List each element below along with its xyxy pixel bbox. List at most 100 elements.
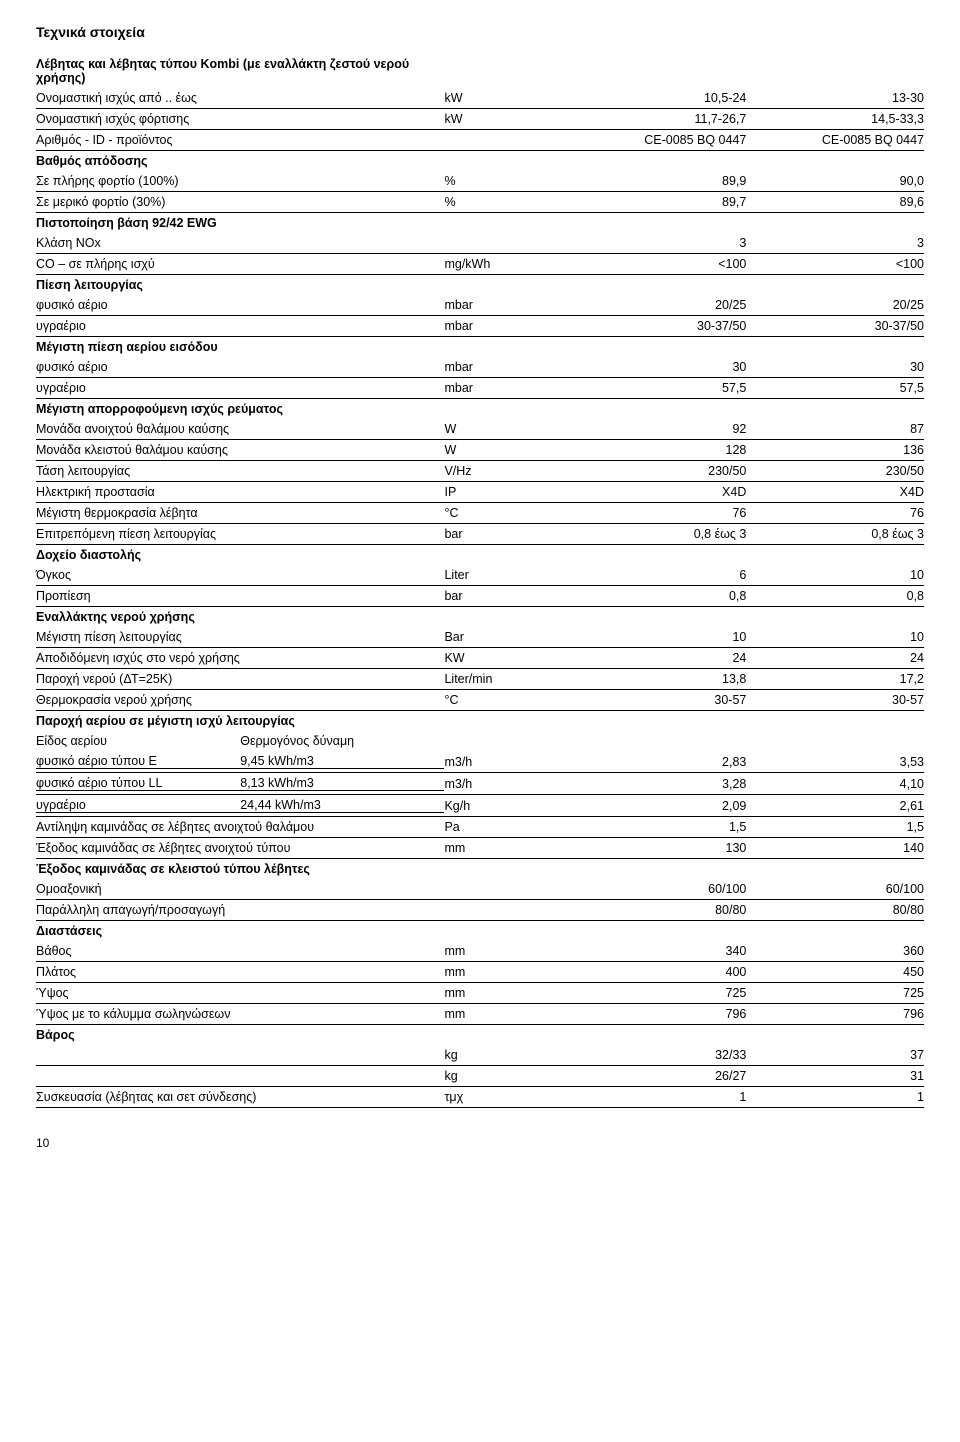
row-unit: mm — [444, 1004, 568, 1025]
row-value-1: 89,9 — [569, 171, 747, 192]
row-value-2 — [746, 275, 924, 296]
table-row: Πλάτοςmm400450 — [36, 962, 924, 983]
table-row: Σε πλήρης φορτίο (100%)%89,990,0 — [36, 171, 924, 192]
table-row: Εναλλάκτης νερού χρήσης — [36, 607, 924, 628]
row-unit: τμχ — [444, 1087, 568, 1108]
table-row: Τάση λειτουργίαςV/Hz230/50230/50 — [36, 461, 924, 482]
row-unit: kg — [444, 1066, 568, 1087]
row-value-1: 10,5-24 — [569, 88, 747, 109]
table-row: Μονάδα ανοιχτού θαλάμου καύσηςW9287 — [36, 419, 924, 440]
row-value-2 — [746, 607, 924, 628]
row-label-a: φυσικό αέριο τύπου E — [36, 754, 240, 769]
table-row: υγραέριοmbar30-37/5030-37/50 — [36, 316, 924, 337]
row-unit: V/Hz — [444, 461, 568, 482]
row-label: Τάση λειτουργίας — [36, 461, 444, 482]
table-row: Έξοδος καμινάδας σε λέβητες ανοιχτού τύπ… — [36, 838, 924, 859]
row-label: Μέγιστη πίεση λειτουργίας — [36, 627, 444, 648]
table-row: Θερμοκρασία νερού χρήσης°C30-5730-57 — [36, 690, 924, 711]
row-value-2: 1 — [746, 1087, 924, 1108]
row-unit — [444, 731, 568, 751]
row-label: Βαθμός απόδοσης — [36, 151, 444, 172]
row-value-1: 6 — [569, 565, 747, 586]
row-value-2: 87 — [746, 419, 924, 440]
row-unit: KW — [444, 648, 568, 669]
row-unit: kg — [444, 1045, 568, 1066]
row-value-1: 130 — [569, 838, 747, 859]
row-value-2: 796 — [746, 1004, 924, 1025]
row-unit — [444, 213, 568, 234]
row-label: Παράλληλη απαγωγή/προσαγωγή — [36, 900, 444, 921]
table-row: Βάθοςmm340360 — [36, 941, 924, 962]
row-value-2: 450 — [746, 962, 924, 983]
row-value-2 — [746, 859, 924, 880]
table-row: kg26/2731 — [36, 1066, 924, 1087]
row-value-2: 0,8 έως 3 — [746, 524, 924, 545]
table-row: Δοχείο διαστολής — [36, 545, 924, 566]
spec-table: Λέβητας και λέβητας τύπου Kombi (με εναλ… — [36, 54, 924, 1108]
row-label: Σε πλήρης φορτίο (100%) — [36, 171, 444, 192]
table-row: Συσκευασία (λέβητας και σετ σύνδεσης)τμχ… — [36, 1087, 924, 1108]
table-row: υγραέριοmbar57,557,5 — [36, 378, 924, 399]
row-value-1: 0,8 — [569, 586, 747, 607]
row-label: Βάθος — [36, 941, 444, 962]
row-unit — [444, 711, 568, 732]
row-unit — [444, 1025, 568, 1046]
table-row: Επιτρεπόμενη πίεση λειτουργίαςbar0,8 έως… — [36, 524, 924, 545]
row-unit: % — [444, 171, 568, 192]
row-value-2 — [746, 213, 924, 234]
table-row: kg32/3337 — [36, 1045, 924, 1066]
row-value-2: X4D — [746, 482, 924, 503]
row-value-2 — [746, 731, 924, 751]
table-row: Ύψος με το κάλυμμα σωληνώσεωνmm796796 — [36, 1004, 924, 1025]
row-value-1: 57,5 — [569, 378, 747, 399]
table-row: Λέβητας και λέβητας τύπου Kombi (με εναλ… — [36, 54, 924, 88]
row-unit: % — [444, 192, 568, 213]
row-unit: W — [444, 440, 568, 461]
table-row: CO – σε πλήρης ισχύmg/kWh<100<100 — [36, 254, 924, 275]
row-value-2: 0,8 — [746, 586, 924, 607]
row-value-2: 89,6 — [746, 192, 924, 213]
table-row: Κλάση NOx33 — [36, 233, 924, 254]
row-value-2: 90,0 — [746, 171, 924, 192]
row-value-1 — [569, 711, 747, 732]
row-value-1: 32/33 — [569, 1045, 747, 1066]
row-value-2 — [746, 711, 924, 732]
row-label: Βάρος — [36, 1025, 444, 1046]
row-label — [36, 1045, 444, 1066]
table-row: Βαθμός απόδοσης — [36, 151, 924, 172]
row-label-a: Είδος αερίου — [36, 734, 240, 748]
row-value-2: 30-57 — [746, 690, 924, 711]
row-value-1 — [569, 151, 747, 172]
row-value-1: 128 — [569, 440, 747, 461]
table-row: φυσικό αέριο τύπου LL8,13 kWh/m3m3/h3,28… — [36, 773, 924, 795]
table-row: Ηλεκτρική προστασίαIPX4DX4D — [36, 482, 924, 503]
row-value-2: 60/100 — [746, 879, 924, 900]
row-label: Πίεση λειτουργίας — [36, 275, 444, 296]
row-value-2: 76 — [746, 503, 924, 524]
row-unit: °C — [444, 690, 568, 711]
row-value-2 — [746, 151, 924, 172]
row-value-1: 2,83 — [569, 751, 747, 773]
row-label: Θερμοκρασία νερού χρήσης — [36, 690, 444, 711]
row-label: Έξοδος καμινάδας σε λέβητες ανοιχτού τύπ… — [36, 838, 444, 859]
row-unit: IP — [444, 482, 568, 503]
row-label: Παροχή αερίου σε μέγιστη ισχύ λειτουργία… — [36, 711, 444, 732]
table-row: Έξοδος καμινάδας σε κλειστού τύπου λέβητ… — [36, 859, 924, 880]
table-row: Ονομαστική ισχύς από .. έωςkW10,5-2413-3… — [36, 88, 924, 109]
page-number: 10 — [36, 1136, 924, 1150]
row-value-1 — [569, 399, 747, 420]
row-label: Διαστάσεις — [36, 921, 444, 942]
row-unit: mm — [444, 941, 568, 962]
row-unit: m3/h — [444, 773, 568, 795]
row-label: Μονάδα κλειστού θαλάμου καύσης — [36, 440, 444, 461]
row-label-b: Θερμογόνος δύναμη — [240, 734, 444, 748]
row-value-1: 60/100 — [569, 879, 747, 900]
row-value-1: 230/50 — [569, 461, 747, 482]
row-value-1: 30-57 — [569, 690, 747, 711]
row-value-1: 725 — [569, 983, 747, 1004]
row-label: Μέγιστη πίεση αερίου εισόδου — [36, 337, 444, 358]
row-label: Ονομαστική ισχύς από .. έως — [36, 88, 444, 109]
row-value-1: 0,8 έως 3 — [569, 524, 747, 545]
row-unit — [444, 879, 568, 900]
row-value-2: 136 — [746, 440, 924, 461]
